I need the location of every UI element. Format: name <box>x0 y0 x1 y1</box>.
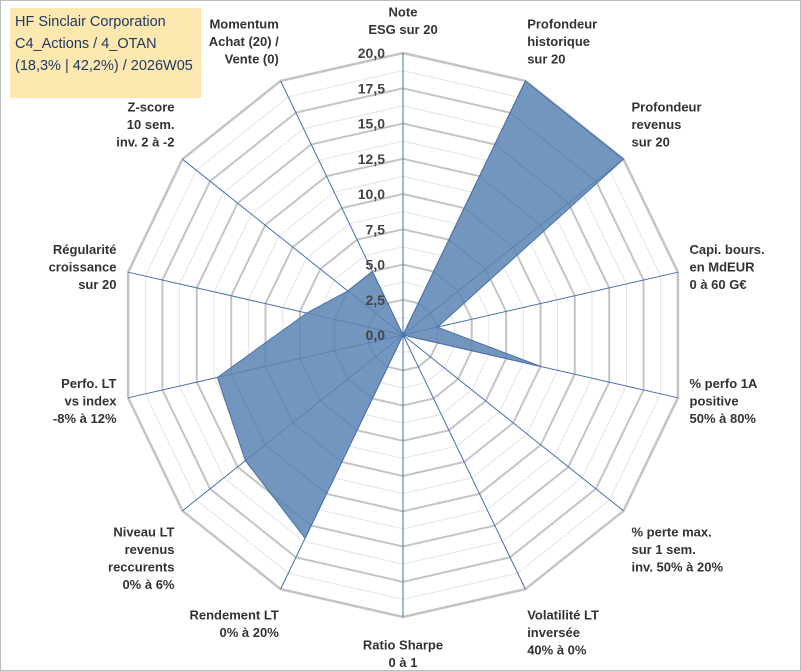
tick-label: 7,5 <box>366 221 386 237</box>
axis-labels: Note ESG sur 20 Profondeur historique sur 20… <box>49 4 765 670</box>
tick-label: 20,0 <box>358 45 385 61</box>
axis-label: Capi. bours. en MdEUR 0 à 60 G€ <box>690 242 765 292</box>
tick-label: 10,0 <box>358 186 385 202</box>
tick-label: 5,0 <box>366 257 386 273</box>
axis-label: Ratio Sharpe 0 à 1 <box>363 637 443 670</box>
axis-spoke <box>402 334 624 512</box>
axis-label: Momentum Achat (20) / Vente (0) <box>209 17 279 67</box>
series-layer <box>216 80 625 540</box>
tick-label: 2,5 <box>366 292 386 308</box>
axis-label: Volatilité LT inversée 40% à 0% <box>527 608 599 658</box>
axis-spoke <box>402 271 679 336</box>
tick-label: 12,5 <box>358 151 385 167</box>
axis-label: Niveau LT revenus reccurents 0% à 6% <box>108 524 175 592</box>
tick-label: 15,0 <box>358 116 385 132</box>
chart-title-line3: (18,3% | 42,2%) / 2026W05 <box>15 58 193 74</box>
axis-spoke <box>402 334 526 590</box>
tick-labels: 0,0 2,5 5,0 7,5 10,0 12,5 15,0 17,5 20,0 <box>358 45 385 343</box>
chart-title-box: HF Sinclair Corporation C4_Actions / 4_O… <box>10 8 201 98</box>
axis-label: Note ESG sur 20 <box>368 4 437 37</box>
axis-label: Perfo. LT vs index -8% à 12% <box>53 376 117 426</box>
axis-label: Profondeur historique sur 20 <box>527 17 597 67</box>
series-area <box>216 80 625 540</box>
axis-label: % perte max. sur 1 sem. inv. 50% à 20% <box>632 524 724 574</box>
chart-title-line1: HF Sinclair Corporation <box>15 14 166 30</box>
axis-label: Rendement LT 0% à 20% <box>189 608 279 641</box>
axis-label: % perfo 1A positive 50% à 80% <box>690 376 759 426</box>
axis-label: Z-score 10 sem. inv. 2 à -2 <box>116 100 174 150</box>
axis-label: Profondeur revenus sur 20 <box>632 100 702 150</box>
tick-label: 17,5 <box>358 80 385 96</box>
tick-label: 0,0 <box>366 327 386 343</box>
axis-label: Régularité croissance sur 20 <box>49 242 117 292</box>
chart-title-line2: C4_Actions / 4_OTAN <box>15 36 157 52</box>
